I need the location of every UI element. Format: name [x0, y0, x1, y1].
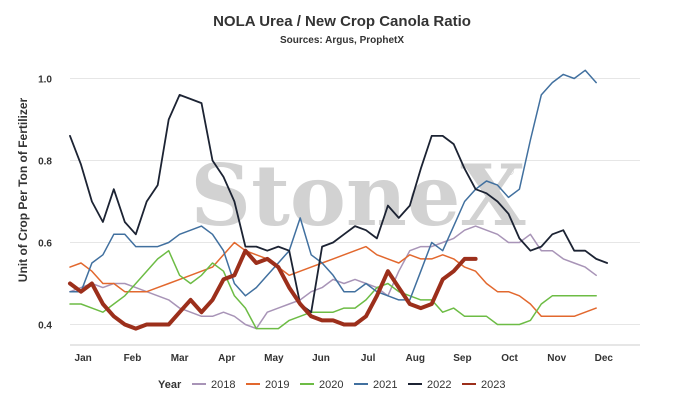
series-line-2019 [69, 241, 597, 318]
legend-label-2019: 2019 [265, 379, 289, 391]
x-tick-label: Oct [501, 353, 518, 364]
legend-title: Year [158, 379, 182, 391]
series-line-2023 [68, 248, 478, 331]
series-line-2020 [69, 249, 597, 330]
legend-items: 2018 2019 2020 2021 2022 2023 [192, 379, 505, 391]
x-axis-ticks: Jan Feb Mar Apr May Jun Jul Aug Sep Oct Nov Dec [75, 353, 614, 364]
y-tick-label: 0.8 [38, 157, 52, 168]
series-line-2018 [69, 225, 597, 330]
series-line-2022 [69, 94, 608, 314]
series-line-2021 [69, 69, 597, 301]
x-tick-label: Apr [218, 353, 235, 364]
watermark-registered-mark: ® [505, 167, 515, 178]
chart-title: NOLA Urea / New Crop Canola Ratio [213, 13, 471, 30]
series-lines [68, 69, 608, 331]
legend: Year 2018 2019 2020 2021 2022 2023 [158, 379, 505, 391]
x-tick-label: Dec [595, 353, 614, 364]
y-tick-label: 0.4 [38, 321, 52, 332]
legend-label-2022: 2022 [427, 379, 451, 391]
x-tick-label: Mar [171, 353, 189, 364]
y-axis-ticks: 0.4 0.6 0.8 1.0 [38, 75, 52, 332]
x-tick-label: Feb [124, 353, 142, 364]
x-tick-label: May [264, 353, 284, 364]
y-axis-label: Unit of Crop Per Ton of Fertilizer [16, 97, 30, 282]
legend-label-2018: 2018 [211, 379, 235, 391]
x-tick-label: Jan [75, 353, 92, 364]
legend-label-2023: 2023 [481, 379, 505, 391]
y-tick-label: 1.0 [38, 75, 52, 86]
x-tick-label: Aug [406, 353, 425, 364]
x-tick-label: Sep [453, 353, 471, 364]
x-tick-label: Nov [547, 353, 566, 364]
chart-subtitle: Sources: Argus, ProphetX [280, 35, 404, 46]
y-tick-label: 0.6 [38, 239, 52, 250]
legend-label-2020: 2020 [319, 379, 343, 391]
legend-label-2021: 2021 [373, 379, 397, 391]
x-tick-label: Jun [312, 353, 330, 364]
x-tick-label: Jul [361, 353, 376, 364]
